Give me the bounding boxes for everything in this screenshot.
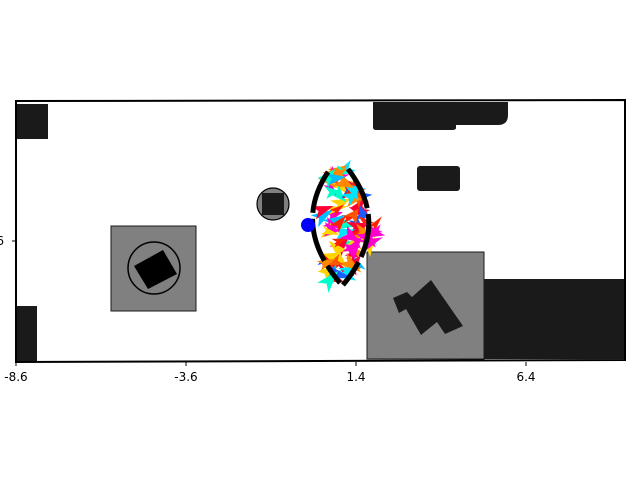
particle-arrow [324, 186, 341, 199]
particle-arrow [328, 240, 350, 261]
particle-arrow [341, 192, 359, 207]
x-axis [15, 362, 527, 366]
particle-arrow [326, 173, 346, 186]
particle-arrow [329, 215, 347, 234]
obstacle-table [417, 166, 460, 191]
particle-arrow [329, 204, 345, 217]
obstacle-top-wall [373, 102, 508, 130]
particle-arrow [329, 184, 346, 203]
x-tick-label: -3.6 [174, 370, 197, 384]
x-tick-label: 1.4 [346, 370, 365, 384]
particle-arrow [330, 198, 351, 214]
obstacles [17, 102, 624, 361]
fov-arc-outer [341, 167, 372, 287]
particle-arrow [342, 236, 362, 261]
pillar-box [262, 193, 284, 215]
particle-arrow [331, 238, 348, 248]
zone-left-box [134, 250, 177, 289]
robot-marker [301, 218, 315, 232]
obstacle-bottom-left [17, 306, 37, 361]
x-tick-label: -8.6 [4, 370, 27, 384]
x-tick-label: 6.4 [516, 370, 535, 384]
particle-arrow [332, 171, 354, 189]
particle-arrow [316, 258, 336, 271]
particle-arrow [311, 205, 334, 220]
particle-arrow [310, 209, 333, 228]
particle-arrow [344, 208, 359, 225]
obstacle-bottom-right [467, 279, 624, 359]
zones [110, 187, 485, 360]
particle-arrow [339, 225, 360, 242]
particle-arrow [320, 225, 340, 235]
zone-bottom-object [393, 280, 463, 335]
particle-arrow [368, 216, 382, 233]
obstacle-top-left [17, 104, 48, 139]
particle-arrow [326, 253, 344, 266]
y-tick-label: 6 [0, 234, 4, 248]
